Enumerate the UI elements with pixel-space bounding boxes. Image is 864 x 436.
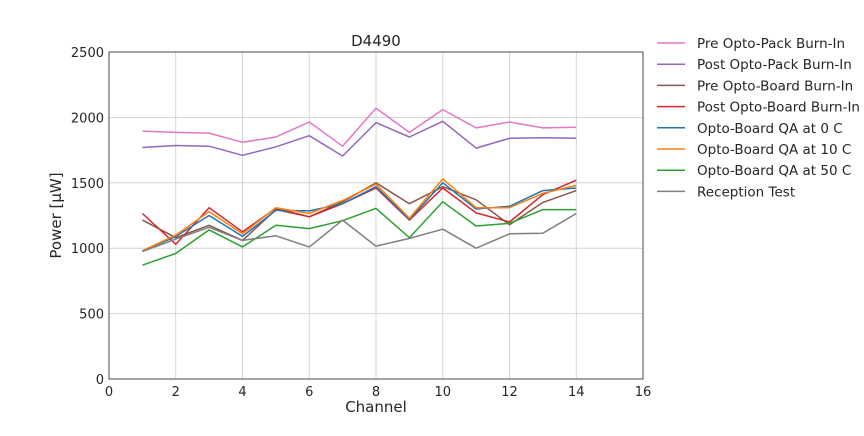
y-tick-label: 1500 xyxy=(71,177,104,192)
y-tick-label: 2000 xyxy=(71,111,104,126)
y-tick-label: 0 xyxy=(96,373,104,388)
x-axis-label: Channel xyxy=(345,398,407,416)
series-lines xyxy=(141,107,577,266)
y-tick-label: 500 xyxy=(79,308,104,323)
series-line-1 xyxy=(142,107,577,147)
y-axis-label: Power [μW] xyxy=(47,172,65,258)
x-tick-label: 8 xyxy=(372,385,380,400)
x-tick-label: 6 xyxy=(305,385,313,400)
legend-label: Reception Test xyxy=(697,184,795,200)
legend-label: Post Opto-Board Burn-In xyxy=(697,100,860,116)
plot-frame xyxy=(108,51,644,380)
legend-label: Opto-Board QA at 50 C xyxy=(697,163,851,179)
x-tick-labels: 0 2 4 6 8 10 12 14 16 xyxy=(105,385,651,400)
series-line-5 xyxy=(142,182,577,252)
legend-label: Opto-Board QA at 10 C xyxy=(697,142,851,158)
series-line-7 xyxy=(142,201,577,266)
x-tick-label: 14 xyxy=(568,385,585,400)
grid xyxy=(108,51,644,380)
y-tick-label: 2500 xyxy=(71,46,104,61)
legend: Pre Opto-Pack Burn-In Post Opto-Pack Burn… xyxy=(657,36,860,200)
chart-title: D4490 xyxy=(351,32,401,50)
series-line-2 xyxy=(142,120,577,157)
legend-label: Post Opto-Pack Burn-In xyxy=(697,57,852,73)
legend-label: Opto-Board QA at 0 C xyxy=(697,121,843,137)
x-tick-label: 16 xyxy=(635,385,652,400)
y-tick-label: 1000 xyxy=(71,242,104,257)
legend-label: Pre Opto-Pack Burn-In xyxy=(697,36,845,52)
x-tick-label: 2 xyxy=(172,385,180,400)
x-tick-label: 4 xyxy=(238,385,246,400)
x-tick-label: 12 xyxy=(501,385,518,400)
series-line-6 xyxy=(142,178,577,252)
x-tick-label: 10 xyxy=(434,385,451,400)
x-tick-label: 0 xyxy=(105,385,113,400)
legend-label: Pre Opto-Board Burn-In xyxy=(697,78,853,94)
y-tick-labels: 0 500 1000 1500 2000 2500 xyxy=(71,46,104,388)
series-line-8 xyxy=(142,212,577,253)
